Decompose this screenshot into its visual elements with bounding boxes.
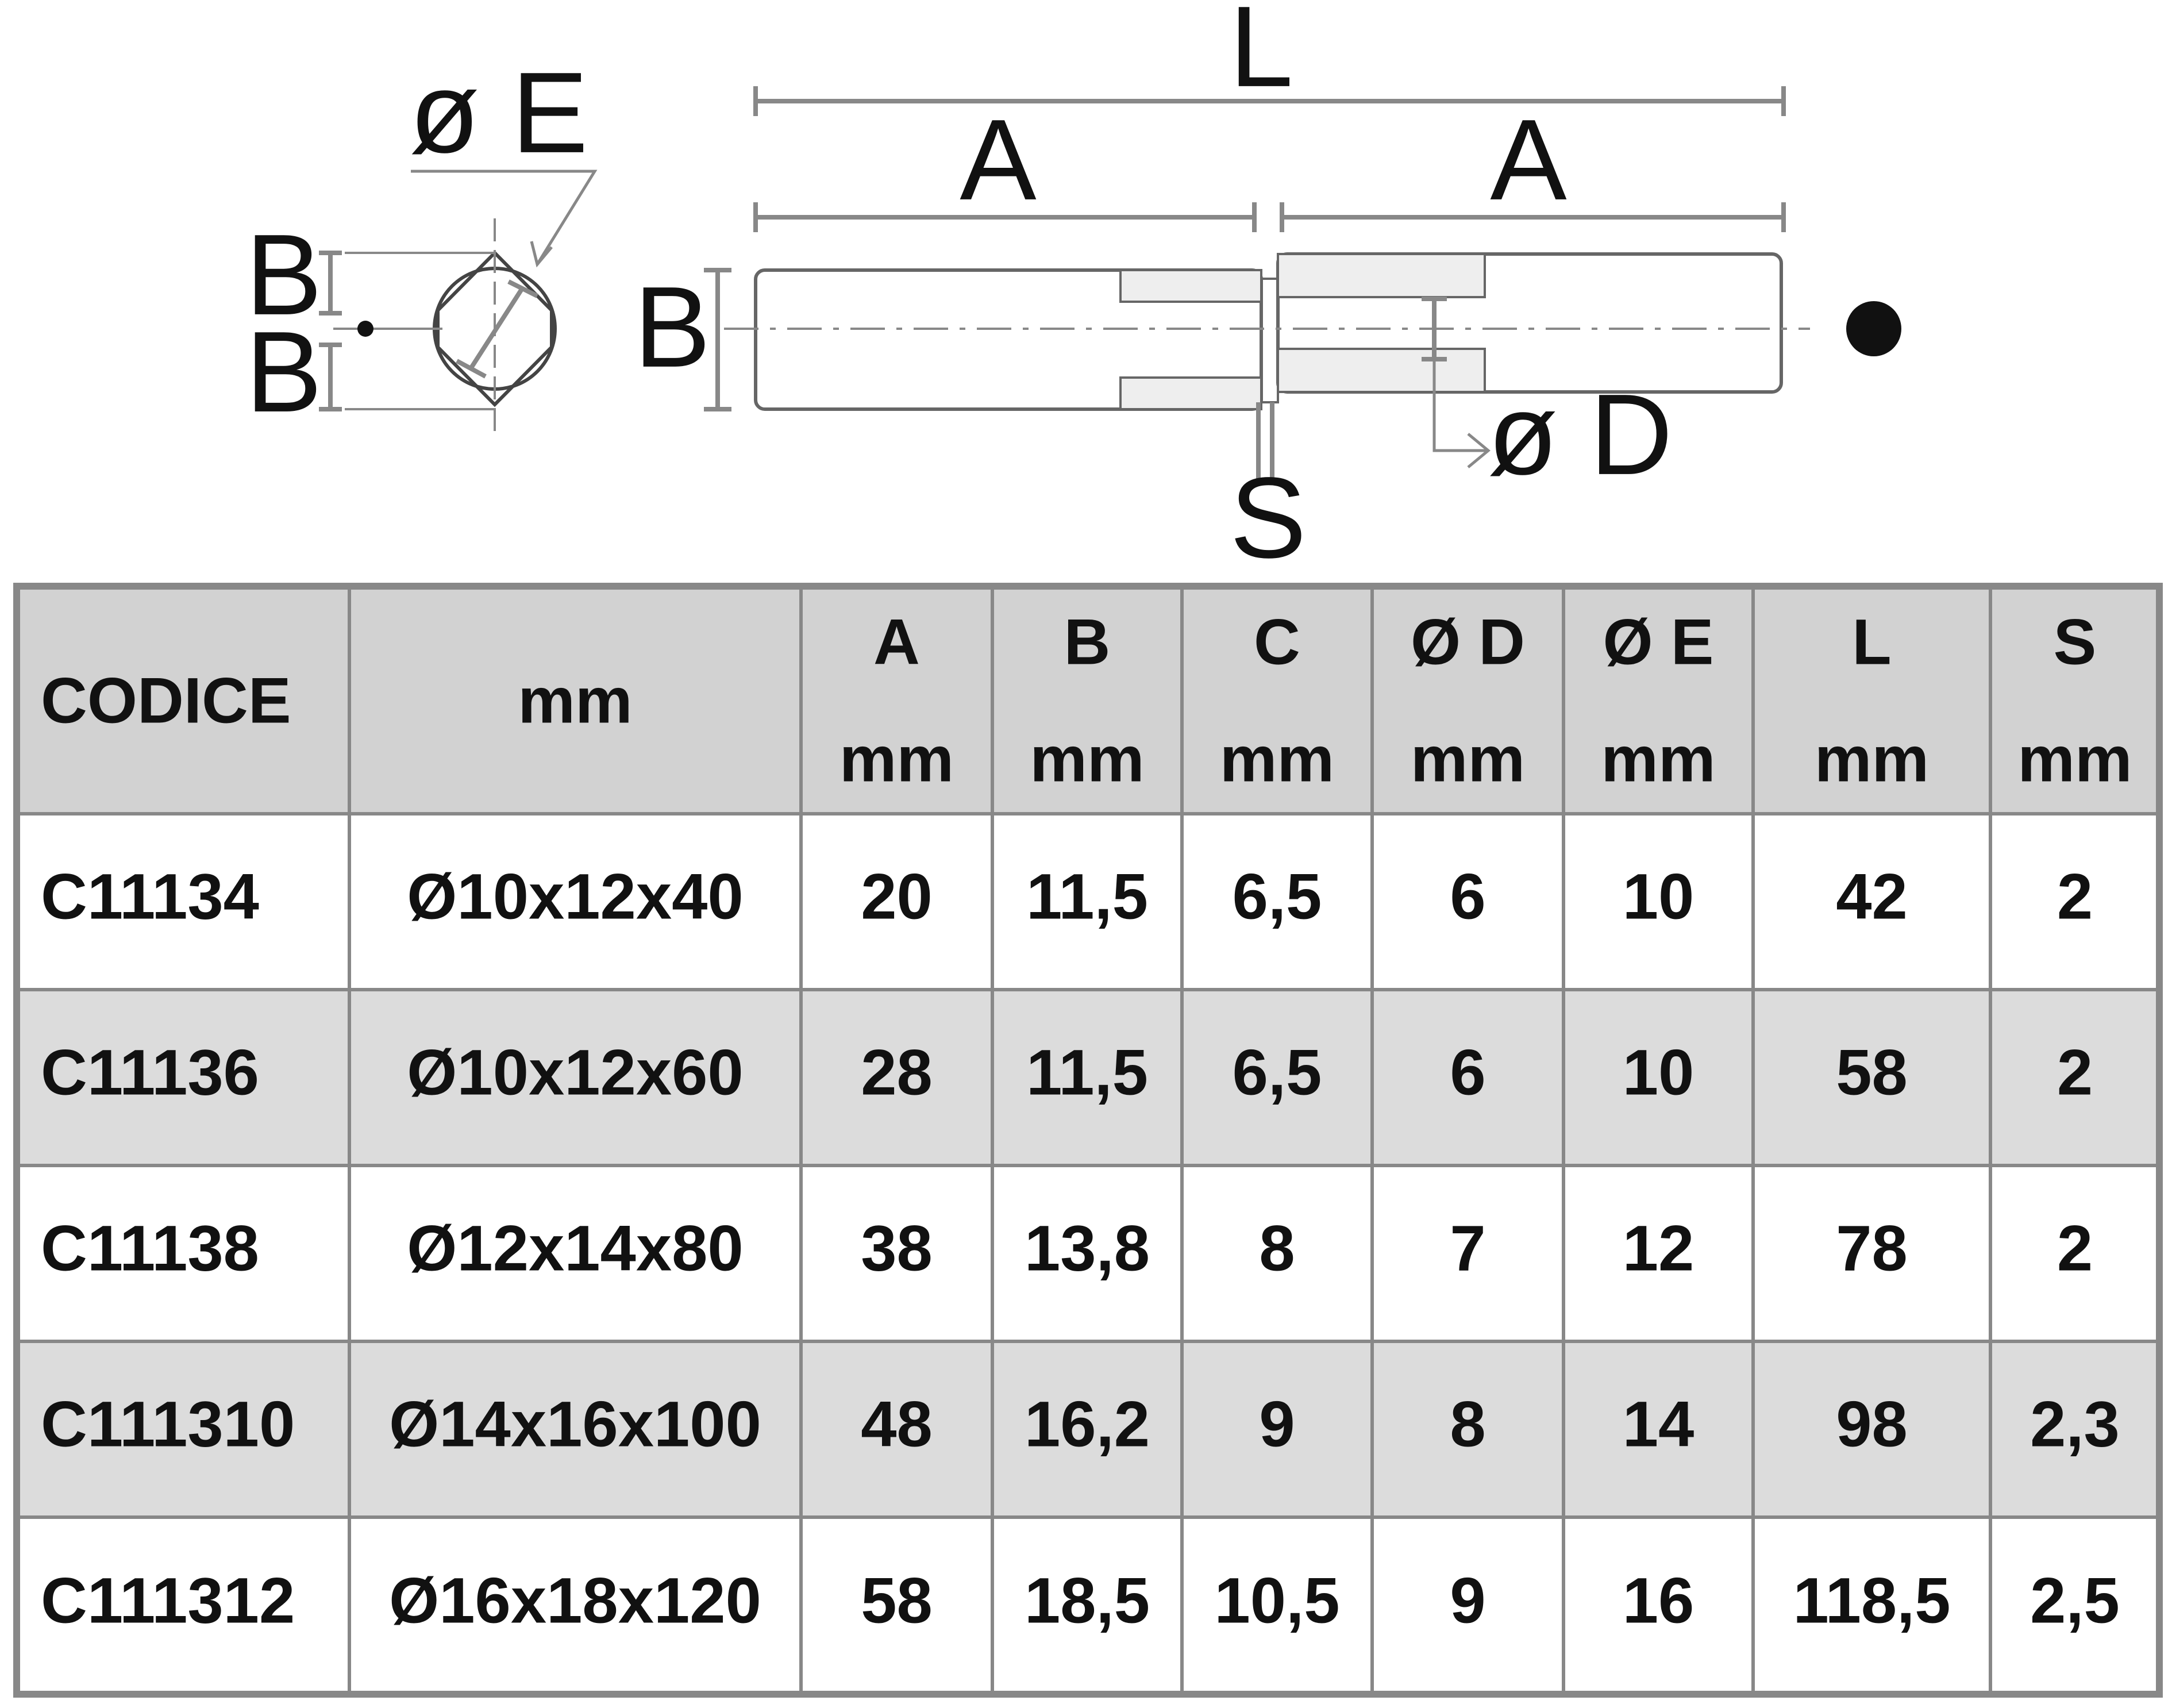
cell: 10,5 xyxy=(1215,1565,1340,1637)
cell: C11136 xyxy=(41,1037,259,1109)
cell: 10 xyxy=(1623,861,1695,933)
header-cell: L xyxy=(1852,606,1891,678)
cell: 58 xyxy=(861,1565,933,1637)
cell: 118,5 xyxy=(1793,1565,1950,1637)
cell: 6 xyxy=(1450,861,1485,933)
drawing xyxy=(319,86,1810,483)
header-unit: mm xyxy=(2017,724,2132,795)
cell: 38 xyxy=(861,1213,933,1284)
dim-label: A xyxy=(1490,96,1567,224)
header-cell: mm xyxy=(518,665,632,737)
cell: 2 xyxy=(2057,861,2093,933)
header-unit: mm xyxy=(1815,724,1929,795)
cell: Ø10x12x40 xyxy=(407,861,743,933)
header-cell: C xyxy=(1254,606,1300,678)
cell: 20 xyxy=(861,861,933,933)
cell: 2,5 xyxy=(2030,1565,2120,1637)
cell: Ø12x14x80 xyxy=(407,1213,743,1284)
table: CODICE mm Amm Bmm Cmm Ø D mm Ø E mm Lmm Smm C11134 Ø… xyxy=(13,583,2163,1698)
dim-label: B xyxy=(245,308,322,436)
cell: Ø14x16x100 xyxy=(389,1388,761,1460)
row-bg xyxy=(17,990,2159,1165)
cell: 6,5 xyxy=(1233,861,1322,933)
header-cell: A xyxy=(873,606,920,678)
pivot-dot xyxy=(357,321,373,337)
cell: 2,3 xyxy=(2030,1388,2120,1460)
header-cell: S xyxy=(2054,606,2097,678)
cell: 9 xyxy=(1259,1388,1295,1460)
cell: 9 xyxy=(1450,1565,1485,1637)
cell: C11134 xyxy=(41,861,259,933)
cell: 48 xyxy=(861,1388,933,1460)
row-bg xyxy=(17,1341,2159,1517)
cell: 12 xyxy=(1623,1213,1695,1284)
header-unit: mm xyxy=(1411,724,1525,795)
cell: 98 xyxy=(1836,1388,1908,1460)
row-bg xyxy=(17,1517,2159,1694)
header-cell: Ø D xyxy=(1411,606,1525,678)
dim-label: B xyxy=(245,211,322,339)
dim-label: L xyxy=(1229,0,1293,111)
cell: 10 xyxy=(1623,1037,1695,1109)
cell: 6,5 xyxy=(1233,1037,1322,1109)
dim-label: ø D xyxy=(1488,371,1673,499)
header-unit: mm xyxy=(1601,724,1715,795)
dim-label: A xyxy=(960,96,1037,224)
cell: 7 xyxy=(1450,1213,1485,1284)
cell: Ø10x12x60 xyxy=(407,1037,743,1109)
cell: 11,5 xyxy=(1026,1037,1148,1109)
cell: 18,5 xyxy=(1025,1565,1150,1637)
header-unit: mm xyxy=(1220,724,1334,795)
dim-label: B xyxy=(634,263,710,391)
cell: C111310 xyxy=(41,1388,295,1460)
header-cell: B xyxy=(1064,606,1111,678)
header-unit: mm xyxy=(839,724,954,795)
header-bg xyxy=(17,586,2159,814)
cell: 2 xyxy=(2057,1037,2093,1109)
header-cell: Ø E xyxy=(1603,606,1714,678)
row-bg xyxy=(17,1165,2159,1341)
dim-label: ø E xyxy=(409,49,588,177)
cell: 16 xyxy=(1623,1565,1695,1637)
cell: 8 xyxy=(1259,1213,1295,1284)
row-bg xyxy=(17,814,2159,990)
cell: 42 xyxy=(1836,861,1908,933)
table-border xyxy=(13,583,2163,1698)
header-unit: mm xyxy=(1030,724,1144,795)
cell: 78 xyxy=(1836,1213,1908,1284)
cell: 13,8 xyxy=(1025,1213,1150,1284)
cell: Ø16x18x120 xyxy=(389,1565,761,1637)
cell: 16,2 xyxy=(1025,1388,1150,1460)
cell: C111312 xyxy=(41,1565,295,1637)
dot xyxy=(1846,301,1901,356)
cell: C11138 xyxy=(41,1213,259,1284)
cell: 14 xyxy=(1623,1388,1695,1460)
cell: 58 xyxy=(1836,1037,1908,1109)
cell: 8 xyxy=(1450,1388,1485,1460)
cell: 28 xyxy=(861,1037,933,1109)
cell: 6 xyxy=(1450,1037,1485,1109)
header-cell: CODICE xyxy=(41,665,291,737)
dim-label: S xyxy=(1230,454,1306,582)
cell: 11,5 xyxy=(1026,861,1148,933)
cell: 2 xyxy=(2057,1213,2093,1284)
